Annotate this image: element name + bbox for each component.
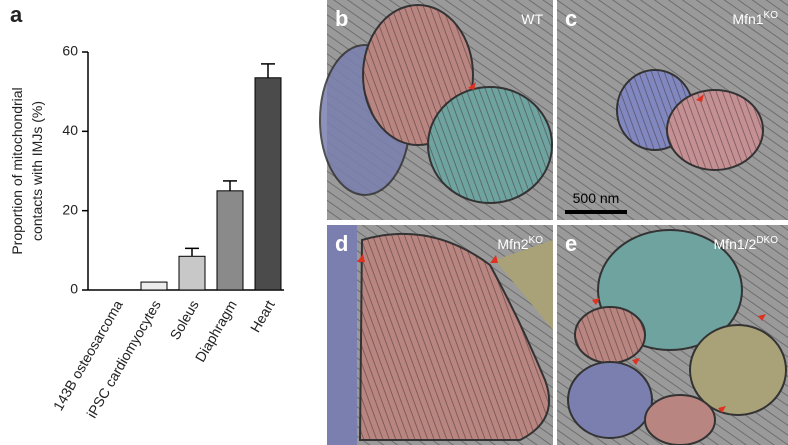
genotype-superscript: DKO — [756, 235, 778, 246]
x-tick-label: Heart — [247, 297, 278, 335]
error-bar — [261, 63, 275, 78]
genotype: Mfn2 — [497, 236, 528, 252]
micrograph-e — [557, 225, 788, 445]
panel-label: WT — [521, 11, 543, 27]
error-bar — [223, 180, 237, 191]
bar-chart: 0 20 40 60 Proportion of mitochondrial contac… — [9, 43, 284, 421]
genotype: Mfn1/2 — [714, 236, 757, 252]
panel-letter: e — [565, 231, 577, 256]
panel-letter: c — [565, 6, 577, 31]
panel-label: Mfn1KO — [732, 10, 778, 27]
micrograph-d — [327, 225, 553, 445]
y-tick-label: 40 — [62, 122, 78, 138]
genotype: Mfn1 — [732, 11, 763, 27]
bar — [254, 77, 282, 291]
panel-label: Mfn2KO — [497, 235, 543, 252]
y-tick-label: 20 — [62, 201, 78, 217]
x-tick-label: 143B osteosarcoma — [50, 297, 126, 413]
panel-letter: b — [335, 6, 348, 31]
y-tick-label: 0 — [70, 281, 78, 297]
panel-label: Mfn1/2DKO — [714, 235, 779, 252]
error-bar — [185, 247, 199, 257]
micrograph-c — [557, 0, 788, 220]
genotype-superscript: KO — [529, 235, 544, 246]
x-tick-label: iPSC cardiomyocytes — [83, 297, 163, 420]
bar — [178, 255, 206, 291]
y-tick-label: 60 — [62, 43, 78, 59]
bar — [216, 190, 244, 291]
y-axis-label: Proportion of mitochondrial — [9, 87, 25, 254]
bar — [140, 281, 168, 291]
genotype-superscript: KO — [764, 10, 779, 21]
micrograph-b — [319, 0, 553, 220]
panel-letter: d — [335, 231, 348, 256]
y-axis-label: contacts with IMJs (%) — [29, 101, 45, 241]
scale-bar-label: 500 nm — [573, 190, 620, 206]
panel-letter: a — [10, 2, 23, 27]
x-tick-label: Soleus — [167, 297, 202, 342]
genotype: WT — [521, 11, 543, 27]
